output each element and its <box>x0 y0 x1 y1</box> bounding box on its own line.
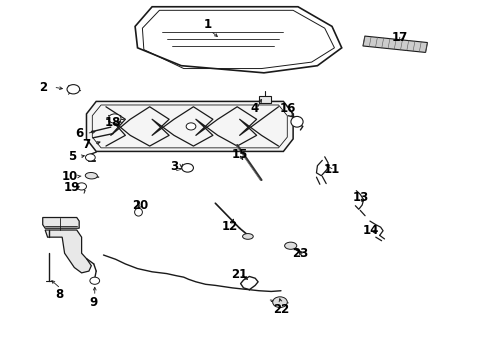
Text: 10: 10 <box>61 170 78 183</box>
Text: 3: 3 <box>170 160 178 173</box>
Text: 18: 18 <box>105 116 121 129</box>
Circle shape <box>85 154 95 161</box>
Ellipse shape <box>284 242 296 249</box>
Text: 19: 19 <box>63 181 80 194</box>
Circle shape <box>67 85 80 94</box>
Text: 20: 20 <box>132 198 148 212</box>
Text: 9: 9 <box>89 296 98 309</box>
Polygon shape <box>86 102 292 152</box>
Text: 22: 22 <box>272 303 288 316</box>
Circle shape <box>186 123 196 130</box>
Text: 6: 6 <box>75 127 83 140</box>
Circle shape <box>182 163 193 172</box>
Text: 14: 14 <box>362 224 378 237</box>
Ellipse shape <box>134 208 142 216</box>
Polygon shape <box>362 36 427 53</box>
Text: 17: 17 <box>391 31 407 44</box>
Ellipse shape <box>85 172 97 179</box>
Text: 21: 21 <box>231 268 247 281</box>
Text: 1: 1 <box>203 18 212 31</box>
Circle shape <box>77 183 86 190</box>
Circle shape <box>272 297 287 307</box>
Circle shape <box>90 277 100 284</box>
Text: 2: 2 <box>39 81 47 94</box>
Polygon shape <box>45 230 91 273</box>
Text: 23: 23 <box>292 247 308 260</box>
Text: 12: 12 <box>222 220 238 233</box>
Text: 11: 11 <box>323 163 340 176</box>
Polygon shape <box>42 217 79 228</box>
Text: 16: 16 <box>280 102 296 115</box>
Ellipse shape <box>290 116 303 127</box>
Text: 15: 15 <box>231 148 247 162</box>
Text: 8: 8 <box>56 288 64 301</box>
Polygon shape <box>259 96 271 103</box>
Text: 4: 4 <box>249 102 258 115</box>
Text: 5: 5 <box>68 150 76 163</box>
Ellipse shape <box>242 234 253 239</box>
Circle shape <box>108 114 121 123</box>
Text: 7: 7 <box>82 138 90 151</box>
Text: 13: 13 <box>352 192 368 204</box>
